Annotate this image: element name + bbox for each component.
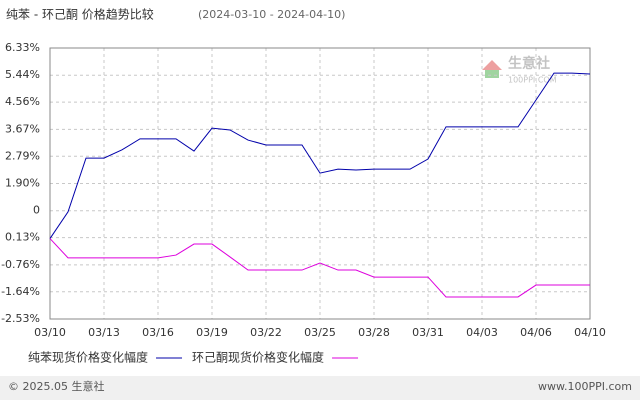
footer-bar xyxy=(0,376,640,400)
y-tick-label: -1.64% xyxy=(1,285,40,298)
x-tick-label: 03/10 xyxy=(34,326,66,339)
y-tick-label: 1.90% xyxy=(5,177,40,190)
watermark: 生意社 100PPI.COM xyxy=(482,55,557,85)
x-tick-label: 03/22 xyxy=(250,326,282,339)
x-tick-label: 03/31 xyxy=(412,326,444,339)
y-tick-label: 0 xyxy=(33,204,40,217)
plot-frame xyxy=(49,47,591,320)
chart-subtitle: (2024-03-10 - 2024-04-10) xyxy=(198,8,345,21)
y-tick-label: 5.44% xyxy=(5,68,40,81)
footer-right: www.100PPI.com xyxy=(538,380,632,393)
watermark-text: 生意社 xyxy=(508,55,550,72)
y-tick-label: 4.56% xyxy=(5,95,40,108)
y-tick-label: -0.76% xyxy=(1,258,40,271)
x-tick-label: 04/10 xyxy=(574,326,606,339)
y-tick-label: 6.33% xyxy=(5,41,40,54)
y-tick-label: 3.67% xyxy=(5,122,40,135)
footer-left: © 2025.05 生意社 xyxy=(8,379,104,393)
watermark-icon xyxy=(485,70,499,78)
x-tick-label: 04/06 xyxy=(520,326,552,339)
y-tick-label: -2.53% xyxy=(1,312,40,325)
x-tick-label: 03/16 xyxy=(142,326,174,339)
watermark-icon xyxy=(482,60,502,70)
x-tick-label: 04/03 xyxy=(466,326,498,339)
legend-label: 环己酮现货价格变化幅度 xyxy=(192,350,324,365)
y-tick-label: 0.13% xyxy=(5,231,40,244)
x-tick-label: 03/13 xyxy=(88,326,120,339)
x-tick-label: 03/25 xyxy=(304,326,336,339)
x-tick-label: 03/28 xyxy=(358,326,390,339)
series-line xyxy=(49,72,591,239)
legend-label: 纯苯现货价格变化幅度 xyxy=(28,350,148,365)
x-tick-label: 03/19 xyxy=(196,326,228,339)
y-tick-label: 2.79% xyxy=(5,149,40,162)
chart-title: 纯苯 - 环己酮 价格趋势比较 xyxy=(6,7,154,22)
watermark-text: 100PPI.COM xyxy=(508,76,557,85)
series-line xyxy=(49,238,590,298)
